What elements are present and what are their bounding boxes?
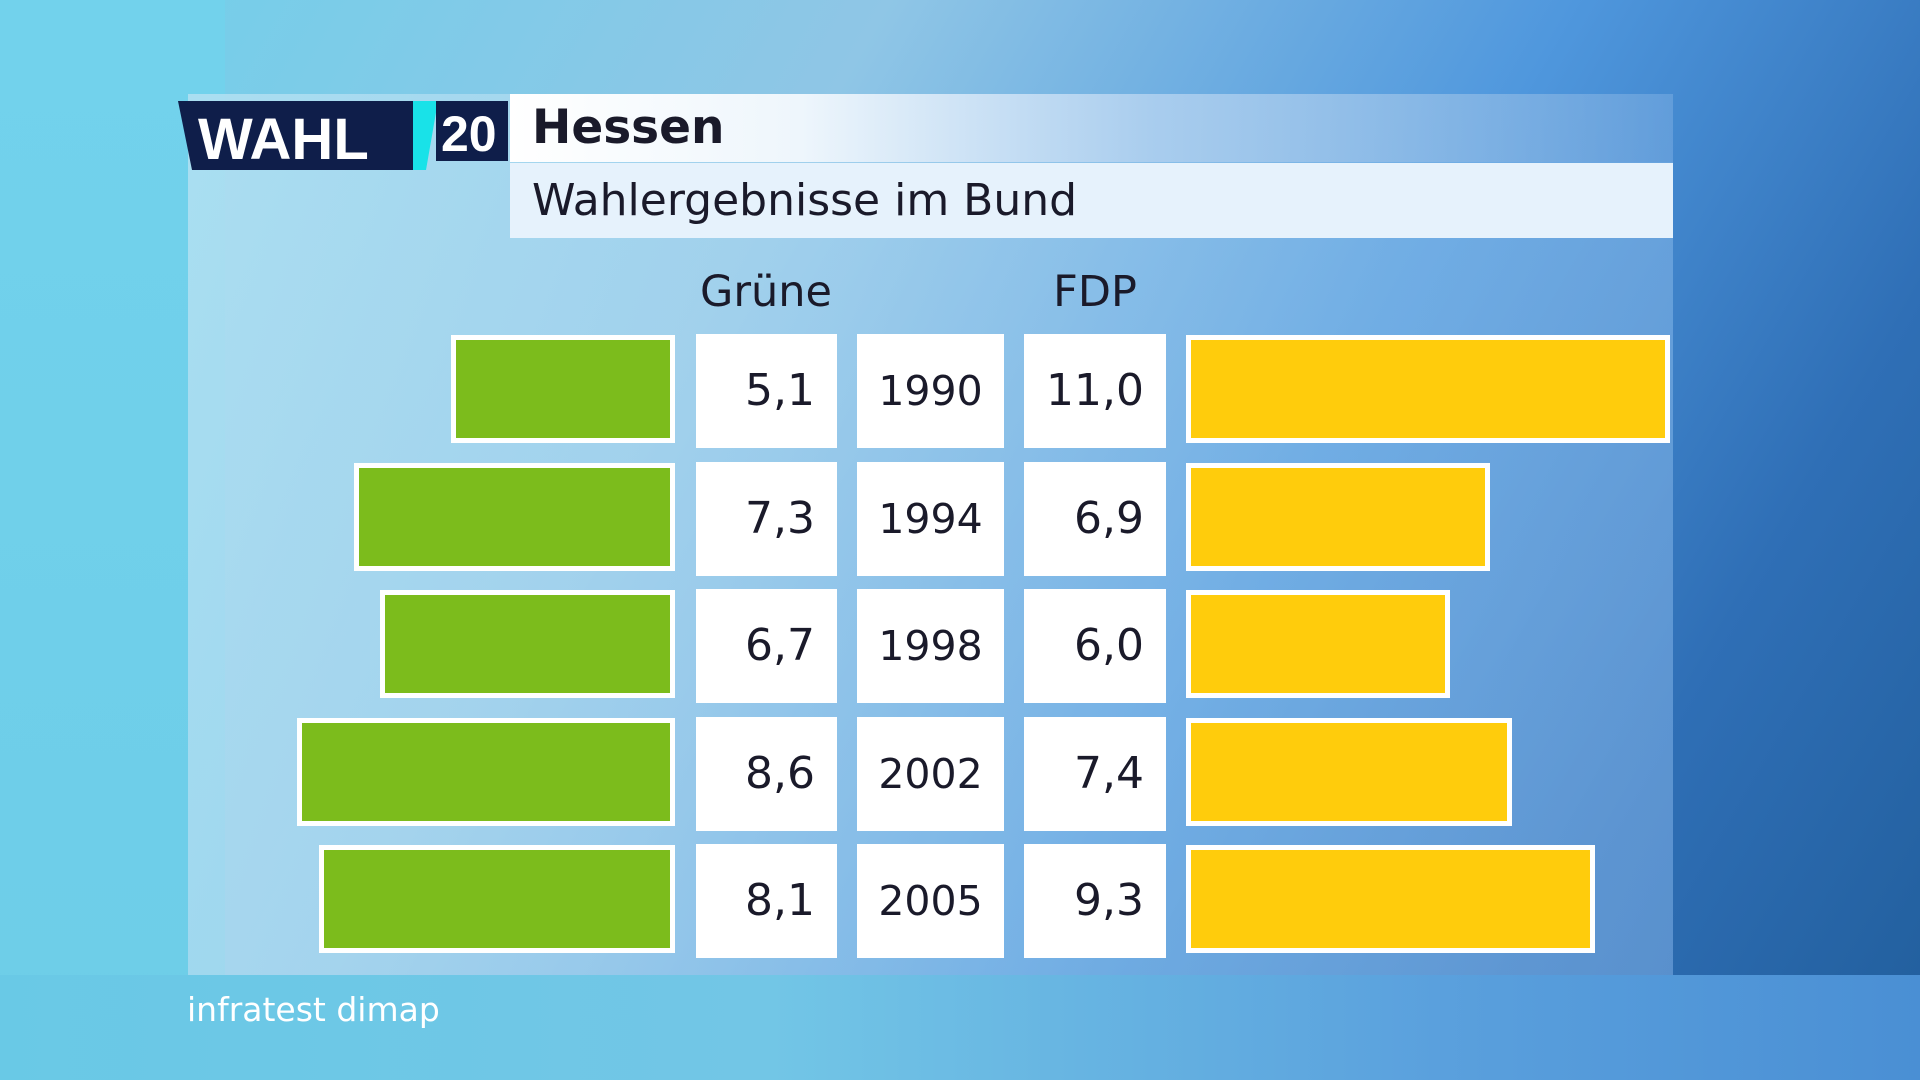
background-bottom bbox=[0, 975, 1920, 1080]
logo-text: WAHL bbox=[198, 107, 369, 170]
bar-gruene-1994 bbox=[354, 463, 675, 571]
column-header-fdp: FDP bbox=[1053, 267, 1137, 317]
page-subtitle: Wahlergebnisse im Bund bbox=[510, 163, 1673, 238]
source-label: infratest dimap bbox=[187, 990, 440, 1029]
value-fdp-1990: 11,0 bbox=[1024, 334, 1166, 448]
value-fdp-2005: 9,3 bbox=[1024, 844, 1166, 958]
value-fdp-1994: 6,9 bbox=[1024, 462, 1166, 576]
bar-gruene-1998 bbox=[380, 590, 675, 698]
value-gruene-1998: 6,7 bbox=[696, 589, 837, 703]
value-gruene-2005: 8,1 bbox=[696, 844, 837, 958]
bar-fdp-1998 bbox=[1186, 590, 1450, 698]
bar-gruene-2002 bbox=[297, 718, 675, 826]
background-left bbox=[0, 0, 225, 1080]
year-label-2002: 2002 bbox=[857, 717, 1004, 831]
bar-fdp-2005 bbox=[1186, 845, 1595, 953]
year-label-1998: 1998 bbox=[857, 589, 1004, 703]
value-fdp-1998: 6,0 bbox=[1024, 589, 1166, 703]
value-gruene-2002: 8,6 bbox=[696, 717, 837, 831]
value-gruene-1990: 5,1 bbox=[696, 334, 837, 448]
year-label-2005: 2005 bbox=[857, 844, 1004, 958]
value-gruene-1994: 7,3 bbox=[696, 462, 837, 576]
bar-gruene-1990 bbox=[451, 335, 675, 443]
year-label-1990: 1990 bbox=[857, 334, 1004, 448]
year-label-1994: 1994 bbox=[857, 462, 1004, 576]
logo-number: 20 bbox=[441, 106, 497, 162]
value-fdp-2002: 7,4 bbox=[1024, 717, 1166, 831]
wahl-logo: WAHL 20 bbox=[178, 101, 508, 170]
bar-fdp-2002 bbox=[1186, 718, 1512, 826]
bar-gruene-2005 bbox=[319, 845, 675, 953]
column-header-gruene: Grüne bbox=[700, 267, 832, 317]
bar-fdp-1994 bbox=[1186, 463, 1490, 571]
bar-fdp-1990 bbox=[1186, 335, 1670, 443]
page-title: Hessen bbox=[510, 94, 1673, 162]
